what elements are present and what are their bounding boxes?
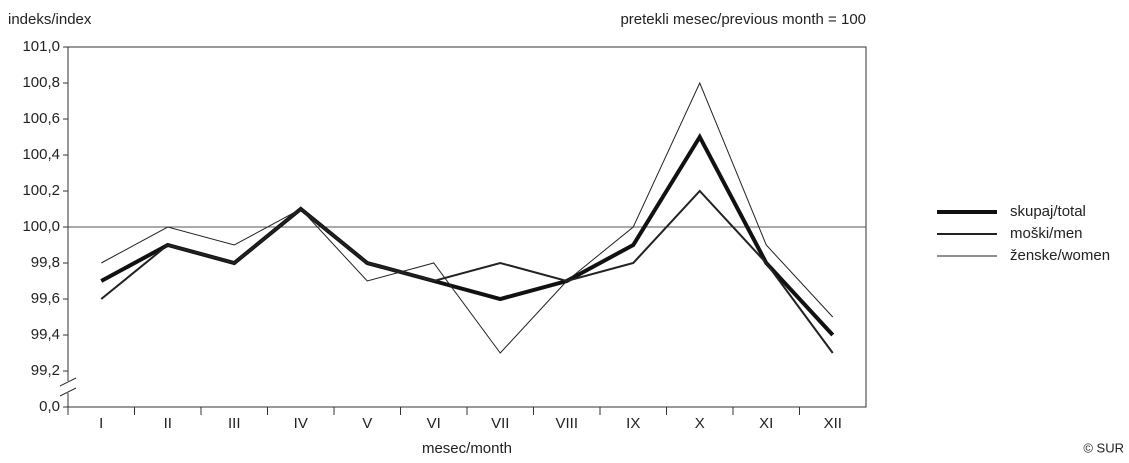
x-tick-label: XI (759, 415, 773, 432)
note: pretekli mesec/previous month = 100 (620, 11, 866, 28)
source: © SUR (1083, 440, 1124, 455)
y-tick-label: 99,4 (31, 326, 60, 343)
x-tick-label: II (164, 415, 172, 432)
y-tick-label: 99,8 (31, 254, 60, 271)
y-tick-label: 100,8 (22, 74, 60, 91)
x-axis-label: mesec/month (422, 440, 512, 457)
y-axis-label: indeks/index (8, 11, 92, 28)
x-tick-label: VI (427, 415, 441, 432)
x-tick-label: IV (294, 415, 308, 432)
x-tick-label: I (99, 415, 103, 432)
y-tick-label: 0,0 (39, 398, 60, 415)
axis-break-gap (62, 381, 74, 393)
x-tick-label: VII (491, 415, 509, 432)
series-line (100, 189, 834, 354)
axis-break (59, 387, 77, 397)
series-line (100, 132, 835, 337)
x-tick-label: III (228, 415, 241, 432)
x-tick-label: V (362, 415, 372, 432)
x-tick-label: X (695, 415, 705, 432)
series-line (101, 81, 834, 354)
x-tick-label: IX (626, 415, 640, 432)
y-tick-label: 99,2 (31, 362, 60, 379)
y-tick-label: 99,6 (31, 290, 60, 307)
y-tick-label: 100,4 (22, 146, 60, 163)
y-tick-label: 100,2 (22, 182, 60, 199)
axis-break (59, 377, 77, 387)
legend-label: skupaj/total (1010, 203, 1086, 220)
y-tick-label: 100,0 (22, 218, 60, 235)
x-tick-label: VIII (555, 415, 578, 432)
y-tick-label: 100,6 (22, 110, 60, 127)
legend-label: moški/men (1010, 225, 1083, 242)
y-tick-label: 101,0 (22, 38, 60, 55)
x-tick-label: XII (824, 415, 842, 432)
legend-label: ženske/women (1010, 247, 1110, 264)
